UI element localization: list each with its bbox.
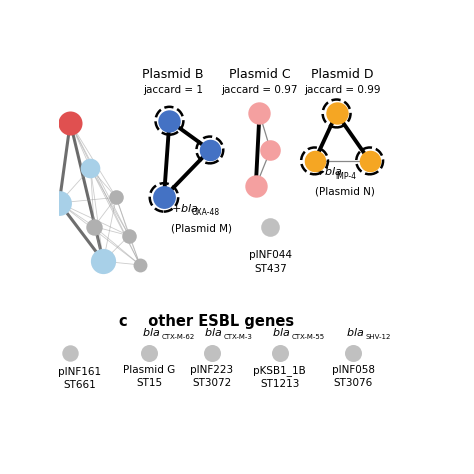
Point: [91, 223, 98, 230]
Point: [311, 157, 319, 164]
Point: [146, 349, 153, 356]
Point: [311, 157, 319, 164]
Point: [55, 199, 63, 207]
Point: [206, 146, 214, 154]
Text: IMP-4: IMP-4: [335, 172, 356, 181]
Point: [267, 146, 274, 154]
Text: other ESBL genes: other ESBL genes: [138, 314, 294, 329]
Point: [255, 109, 263, 117]
Point: [366, 157, 374, 164]
Text: $bla$: $bla$: [204, 327, 223, 338]
Text: Plasmid B: Plasmid B: [142, 68, 204, 81]
Text: pINF161
ST661: pINF161 ST661: [58, 367, 101, 390]
Text: OXA-48: OXA-48: [191, 209, 219, 218]
Point: [349, 349, 357, 356]
Point: [206, 146, 214, 154]
Text: (Plasmid M): (Plasmid M): [171, 223, 232, 233]
Point: [165, 117, 173, 125]
Point: [66, 349, 74, 356]
Text: Plasmid G
ST15: Plasmid G ST15: [123, 365, 175, 389]
Text: c: c: [118, 314, 127, 329]
Text: pKSB1_1B
ST1213: pKSB1_1B ST1213: [253, 365, 306, 390]
Text: $bla$: $bla$: [272, 327, 291, 338]
Text: (Plasmid N): (Plasmid N): [315, 187, 374, 197]
Point: [112, 193, 120, 201]
Text: CTX-M-3: CTX-M-3: [224, 334, 253, 340]
Text: $+bla$: $+bla$: [315, 165, 342, 177]
Text: CTX-M-62: CTX-M-62: [161, 334, 195, 340]
Point: [366, 157, 374, 164]
Point: [87, 164, 94, 172]
Text: $bla$: $bla$: [346, 327, 364, 338]
Text: jaccard = 1: jaccard = 1: [143, 85, 203, 95]
Text: jaccard = 0.99: jaccard = 0.99: [304, 85, 380, 95]
Text: Plasmid D: Plasmid D: [311, 68, 374, 81]
Point: [137, 261, 144, 269]
Text: pINF058
ST3076: pINF058 ST3076: [332, 365, 374, 389]
Point: [276, 349, 283, 356]
Text: pINF223
ST3072: pINF223 ST3072: [190, 365, 233, 389]
Point: [160, 193, 168, 201]
Text: $+bla$: $+bla$: [171, 202, 199, 214]
Point: [165, 117, 173, 125]
Text: $bla$: $bla$: [142, 327, 160, 338]
Point: [333, 109, 340, 117]
Text: jaccard = 0.97: jaccard = 0.97: [221, 85, 298, 95]
Point: [160, 193, 168, 201]
Text: Plasmid C: Plasmid C: [228, 68, 290, 81]
Text: CTX-M-55: CTX-M-55: [292, 334, 325, 340]
Point: [125, 232, 133, 239]
Text: pINF044
ST437: pINF044 ST437: [249, 250, 292, 273]
Point: [208, 349, 216, 356]
Point: [252, 182, 260, 190]
Text: SHV-12: SHV-12: [365, 334, 391, 340]
Point: [333, 109, 340, 117]
Point: [100, 257, 107, 265]
Point: [267, 223, 274, 230]
Point: [66, 119, 74, 127]
